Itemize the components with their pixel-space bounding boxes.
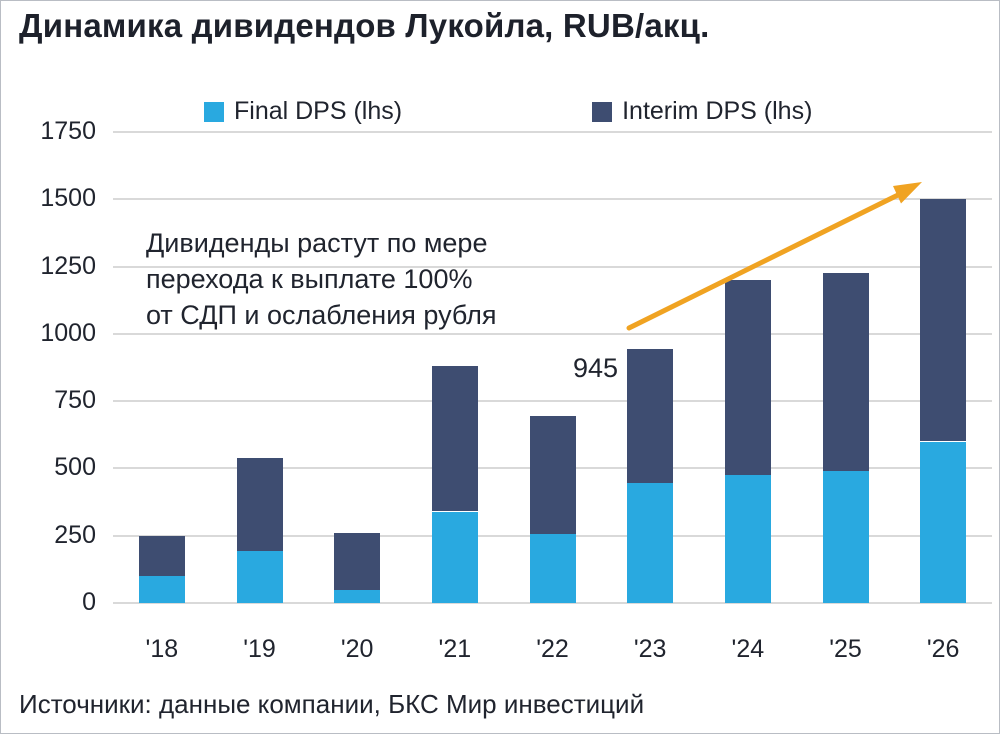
y-axis-label: 750 bbox=[54, 386, 96, 415]
x-axis-label: '23 bbox=[633, 635, 667, 663]
y-axis-label: 250 bbox=[54, 520, 96, 549]
gridline bbox=[113, 131, 992, 133]
bar-21-final bbox=[431, 511, 478, 603]
bar-18-interim bbox=[138, 535, 185, 577]
y-axis-label: 500 bbox=[54, 453, 96, 482]
chart-title: Динамика дивидендов Лукойла, RUB/акц. bbox=[19, 7, 710, 44]
y-axis-label: 1750 bbox=[40, 117, 96, 145]
interim-dps-swatch-icon bbox=[592, 101, 613, 122]
legend-label-final-dps: Final DPS (lhs) bbox=[234, 97, 403, 125]
y-axis-label: 0 bbox=[82, 588, 96, 616]
bar-21-interim bbox=[431, 366, 478, 512]
bar-23-final bbox=[627, 482, 674, 603]
x-axis-label: '18 bbox=[145, 635, 179, 663]
bar-18-final bbox=[138, 576, 185, 603]
data-label-945: 945 bbox=[573, 353, 619, 383]
bar-19-final bbox=[236, 550, 283, 603]
y-axis-label: 1250 bbox=[40, 251, 96, 280]
chart-annotation: Дивиденды растут по мере перехода к выпл… bbox=[146, 228, 497, 330]
gridline bbox=[113, 332, 992, 335]
bar-25-final bbox=[822, 471, 869, 603]
source-note: Источники: данные компании, БКС Мир инве… bbox=[19, 689, 645, 719]
gridline bbox=[113, 400, 992, 403]
x-axis-label: '24 bbox=[731, 635, 765, 663]
gridline bbox=[113, 602, 992, 604]
bar-26-final bbox=[920, 441, 967, 603]
bar-26-interim bbox=[920, 199, 967, 442]
legend-item-final-dps: Final DPS (lhs) bbox=[204, 97, 402, 126]
x-axis-label: '20 bbox=[340, 635, 374, 663]
final-dps-swatch-icon bbox=[204, 101, 224, 122]
legend: Final DPS (lhs) Interim DPS (lhs) bbox=[204, 97, 812, 126]
x-axis-label: '25 bbox=[829, 635, 862, 663]
bar-23-interim bbox=[627, 348, 674, 483]
bar-22-final bbox=[529, 534, 576, 603]
y-axis-label: 1500 bbox=[40, 184, 96, 213]
x-axis-label: '19 bbox=[243, 635, 276, 663]
legend-item-interim-dps: Interim DPS (lhs) bbox=[592, 97, 812, 126]
gridline bbox=[113, 198, 992, 201]
bar-25-interim bbox=[822, 273, 869, 472]
bar-20-final bbox=[334, 589, 381, 603]
x-axis-label: '22 bbox=[536, 635, 569, 663]
bar-22-interim bbox=[529, 415, 576, 535]
bar-19-interim bbox=[236, 457, 283, 551]
legend-label-interim-dps: Interim DPS (lhs) bbox=[622, 97, 813, 125]
gridline bbox=[113, 265, 992, 268]
bar-20-interim bbox=[334, 533, 381, 590]
bar-24-interim bbox=[724, 280, 771, 476]
y-axis-label: 1000 bbox=[40, 318, 96, 347]
x-axis-label: '26 bbox=[926, 635, 960, 663]
x-axis-label: '21 bbox=[438, 635, 472, 663]
bar-24-final bbox=[724, 475, 771, 603]
